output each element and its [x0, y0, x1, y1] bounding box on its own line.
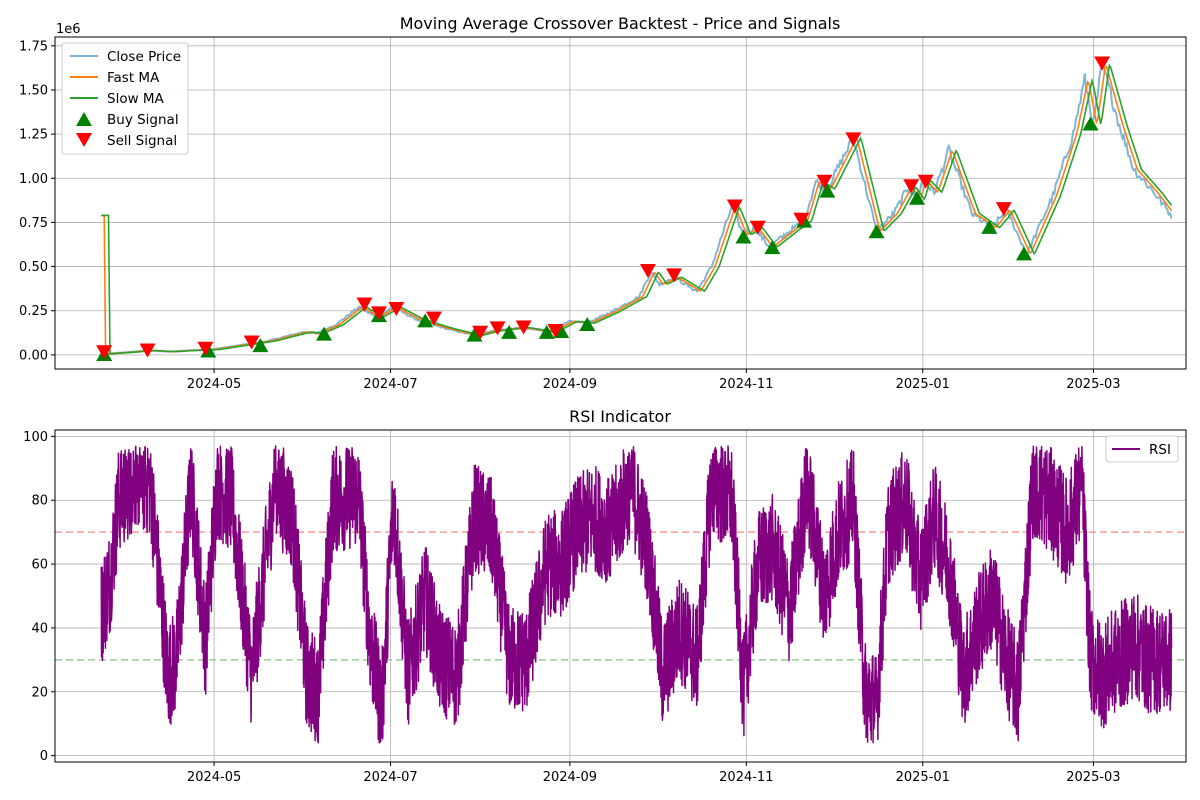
price-offset-label: 1e6	[56, 22, 81, 37]
sell-signal-marker	[726, 199, 743, 214]
price-series	[101, 57, 1173, 355]
sell-signal-marker	[995, 202, 1012, 217]
price-xtick-label: 2024-11	[719, 377, 773, 392]
sell-signal-marker	[370, 306, 387, 321]
sell-signal-marker	[639, 263, 656, 278]
buy-signal-marker	[579, 316, 596, 331]
sell-signal-marker	[472, 325, 489, 340]
rsi-ytick-label: 60	[31, 558, 48, 573]
rsi-legend-box	[1105, 435, 1179, 463]
rsi-xtick-label: 2025-03	[1066, 770, 1120, 785]
sell-signal-marker	[356, 297, 373, 312]
buy-signal-marker	[501, 324, 518, 339]
price-ytick-label: 1.25	[19, 128, 48, 143]
rsi-axes-frame	[54, 429, 1187, 763]
price-ytick-label: 0.00	[19, 348, 48, 363]
sell-signal-marker	[515, 320, 532, 335]
rsi-series	[100, 445, 1173, 744]
legend-buy-marker	[76, 112, 92, 126]
price-xtick-label: 2025-03	[1066, 377, 1120, 392]
rsi-line	[100, 445, 1173, 744]
sell-signal-marker	[139, 343, 156, 358]
rsi-xtick-label: 2024-07	[363, 770, 417, 785]
rsi-xtick-label: 2024-09	[543, 770, 597, 785]
price-ytick-label: 1.75	[19, 39, 48, 54]
buy-signal-marker	[764, 240, 781, 255]
sell-signal-marker	[816, 174, 833, 189]
price-ytick-label: 0.25	[19, 304, 48, 319]
buy-signal-marker	[1082, 116, 1099, 131]
sell-signal-marker	[489, 321, 506, 336]
signal-markers	[96, 56, 1111, 361]
legend-buy-label: Buy Signal	[107, 112, 179, 128]
legend-rsi-label: RSI	[1149, 442, 1171, 458]
legend-sell-marker	[76, 133, 92, 147]
price-xtick-label: 2024-05	[187, 377, 241, 392]
price-ytick-label: 0.50	[19, 260, 48, 275]
price-ytick-label: 0.75	[19, 216, 48, 231]
rsi-ticks: 2024-05 2024-07 2024-09 2024-11 2025-01 2025-…	[23, 430, 1120, 785]
rsi-ytick-label: 0	[40, 749, 48, 764]
price-ytick-label: 1.00	[19, 172, 48, 187]
sell-signal-marker	[845, 132, 862, 147]
sell-signal-marker	[96, 345, 113, 360]
buy-signal-marker	[417, 313, 434, 328]
sell-signal-marker	[388, 301, 405, 316]
rsi-grid	[55, 430, 1186, 762]
price-xtick-label: 2024-09	[543, 377, 597, 392]
fast-ma-line	[101, 65, 1173, 355]
price-xtick-label: 2024-07	[363, 377, 417, 392]
rsi-panel: RSI Indicator 2024-05 2024-07 2024-09 2024-…	[23, 407, 1187, 785]
rsi-panel-title: RSI Indicator	[569, 407, 671, 426]
rsi-ytick-label: 20	[31, 685, 48, 700]
sell-signal-marker	[547, 324, 564, 339]
price-panel: Moving Average Crossover Backtest - Pric…	[19, 14, 1187, 392]
rsi-xtick-label: 2025-01	[896, 770, 950, 785]
legend-close-label: Close Price	[107, 49, 181, 65]
price-panel-title: Moving Average Crossover Backtest - Pric…	[400, 14, 841, 33]
sell-signal-marker	[903, 179, 920, 194]
slow-ma-line	[101, 63, 1173, 355]
price-ticks: 2024-05 2024-07 2024-09 2024-11 2025-01 2025-…	[19, 39, 1121, 392]
price-ytick-label: 1.50	[19, 83, 48, 98]
price-axes-frame	[54, 36, 1187, 370]
buy-signal-marker	[819, 183, 836, 198]
sell-signal-marker	[749, 220, 766, 235]
buy-signal-marker	[908, 190, 925, 205]
rsi-ytick-label: 100	[23, 430, 48, 445]
rsi-ytick-label: 80	[31, 494, 48, 509]
sell-signal-marker	[793, 212, 810, 227]
buy-signal-marker	[252, 338, 269, 353]
buy-signal-marker	[538, 324, 555, 339]
legend-sell-label: Sell Signal	[107, 133, 177, 149]
price-legend-box	[61, 42, 189, 155]
sell-signal-marker	[666, 268, 683, 283]
sell-signal-marker	[1094, 56, 1111, 71]
sell-signal-marker	[425, 311, 442, 326]
buy-signal-marker	[735, 229, 752, 244]
buy-signal-marker	[316, 326, 333, 341]
rsi-xtick-label: 2024-05	[187, 770, 241, 785]
legend-fast-label: Fast MA	[107, 70, 160, 86]
legend-slow-label: Slow MA	[107, 91, 165, 107]
price-xtick-label: 2025-01	[896, 377, 950, 392]
buy-signal-marker	[981, 219, 998, 234]
buy-signal-marker	[466, 327, 483, 342]
sell-signal-marker	[243, 335, 260, 350]
sell-signal-marker	[917, 174, 934, 189]
price-legend: Close Price Fast MA Slow MA Buy Signal S…	[61, 42, 189, 155]
buy-signal-marker	[868, 224, 885, 239]
buy-signal-marker	[1016, 246, 1033, 261]
rsi-ytick-label: 40	[31, 621, 48, 636]
rsi-legend: RSI	[1105, 435, 1179, 463]
rsi-xtick-label: 2024-11	[719, 770, 773, 785]
sell-signal-marker	[197, 341, 214, 356]
